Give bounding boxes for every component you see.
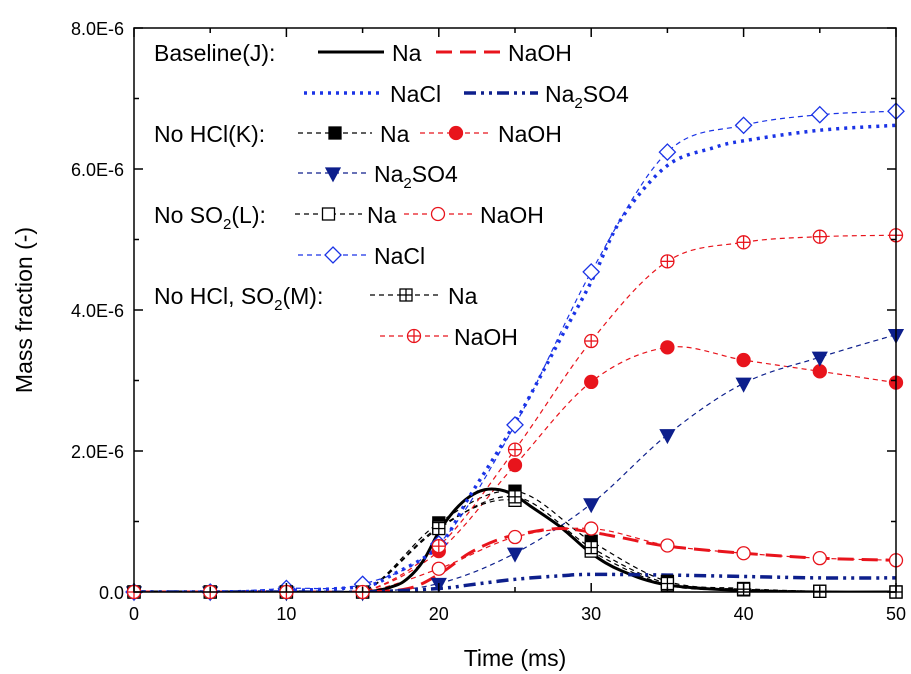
tick-layer: 0 10 20 30 40 50 0.0 2.0E-6 4.0E-6 6.0E-6 8.0E-6 [71, 19, 906, 624]
legend: Baseline(J): No HCl(K): No SO2(L): No HC… [154, 40, 629, 350]
x-tick-label: 20 [429, 604, 449, 624]
data-point-naoh [812, 229, 827, 244]
data-point-naoh [736, 352, 751, 368]
data-point-naoh [660, 340, 675, 355]
plot-frame [133, 27, 897, 593]
legend-entry-label: NaCl [390, 81, 441, 107]
series-line-no-hcl-so2-m--na [134, 495, 896, 592]
x-tick-label: 50 [886, 604, 906, 624]
legend-marker [448, 125, 464, 141]
y-tick-label: 0.0 [99, 583, 124, 603]
legend-entry-label: Na2SO4 [545, 81, 629, 112]
x-tick-label: 10 [276, 604, 296, 624]
data-point-nacl [582, 263, 601, 281]
data-point-na [584, 540, 598, 555]
legend-marker [406, 328, 422, 344]
data-point-naoh [507, 529, 523, 545]
data-point-naoh [431, 539, 446, 554]
y-tick-label: 8.0E-6 [71, 19, 124, 39]
data-point-naoh [584, 521, 599, 536]
data-point-nacl [810, 105, 829, 124]
series-line-no-hcl-k--naoh [134, 346, 896, 592]
legend-entry-label: NaOH [508, 40, 572, 66]
data-point-naoh [507, 457, 523, 473]
data-point-nacl [506, 415, 524, 434]
legend-entry-label: Na [380, 121, 410, 147]
legend-group-noso2: No SO2(L): [154, 202, 266, 233]
series-layer [134, 110, 896, 592]
legend-marker [324, 167, 342, 183]
legend-entry-label: NaOH [454, 324, 518, 350]
legend-group-nohcl-so2: No HCl, SO2(M): [154, 283, 323, 314]
y-tick-label: 4.0E-6 [71, 301, 124, 321]
data-point-nacl [734, 116, 753, 135]
y-tick-label: 6.0E-6 [71, 160, 124, 180]
data-point-naoh [660, 538, 675, 553]
data-point-nacl [658, 143, 677, 161]
data-point-na2so4 [735, 377, 752, 393]
data-point-naoh [584, 333, 599, 349]
data-point-na2so4 [506, 547, 524, 563]
legend-entry-label: NaOH [498, 121, 562, 147]
data-point-naoh [812, 364, 827, 379]
legend-entry-label: NaOH [480, 202, 544, 228]
legend-entry-label: Na [392, 40, 422, 66]
series-line-no-hcl-k--na2so4 [134, 334, 896, 592]
marker-layer [125, 102, 905, 602]
legend-group-nohcl: No HCl(K): [154, 121, 265, 147]
data-point-naoh [431, 561, 446, 576]
data-point-na2so4 [583, 498, 600, 514]
x-axis-label: Time (ms) [464, 645, 567, 671]
legend-entry-label: Na [448, 283, 478, 309]
legend-marker [328, 126, 342, 140]
series-line-baseline-j--nacl [134, 123, 896, 592]
x-tick-label: 0 [129, 604, 139, 624]
legend-marker [321, 207, 336, 221]
series-line-no-so2-l--nacl [134, 110, 896, 592]
y-axis-label: Mass fraction (-) [11, 227, 37, 393]
data-point-naoh [812, 551, 827, 566]
y-tick-label: 2.0E-6 [71, 442, 124, 462]
legend-entry-label: NaCl [374, 243, 425, 269]
legend-marker [430, 206, 446, 222]
data-point-naoh [507, 442, 523, 457]
data-point-naoh [660, 254, 675, 269]
series-line-baseline-j--na2so4 [134, 572, 896, 592]
data-point-na [432, 521, 446, 536]
data-point-na [508, 490, 522, 504]
x-tick-label: 40 [734, 604, 754, 624]
data-point-na2so4 [811, 351, 828, 367]
legend-group-baseline: Baseline(J): [154, 40, 275, 66]
data-point-na2so4 [659, 429, 676, 445]
legend-entry-label: Na [367, 202, 397, 228]
data-point-naoh [736, 235, 751, 250]
data-point-naoh [736, 546, 751, 561]
legend-marker [399, 288, 413, 302]
data-point-naoh [584, 374, 599, 390]
legend-marker [324, 246, 342, 264]
legend-entry-label: Na2SO4 [374, 161, 458, 192]
x-tick-label: 30 [581, 604, 601, 624]
